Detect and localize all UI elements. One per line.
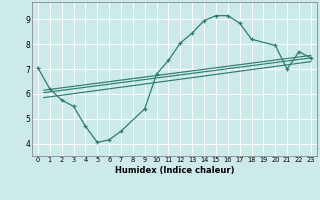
X-axis label: Humidex (Indice chaleur): Humidex (Indice chaleur) [115, 166, 234, 175]
